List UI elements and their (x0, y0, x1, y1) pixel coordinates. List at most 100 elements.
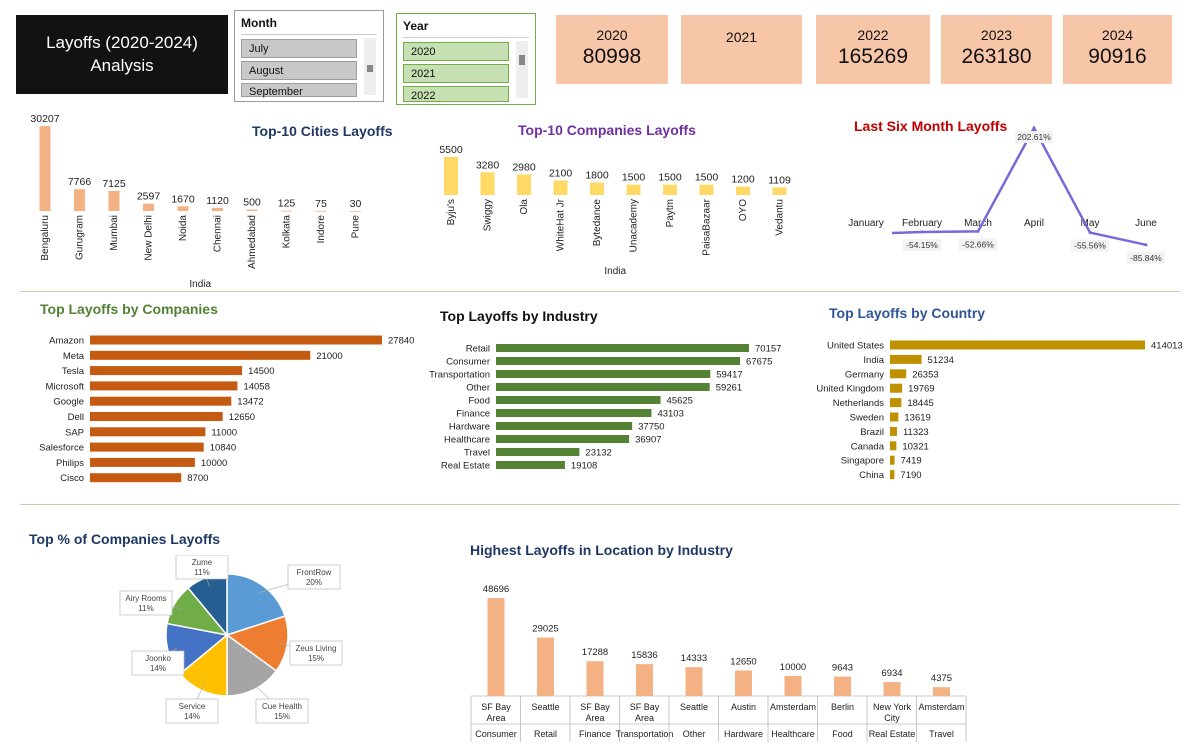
category-label: Food (468, 396, 490, 407)
data-point (920, 230, 924, 234)
bar (496, 396, 661, 404)
kpi-card-value: 80998 (582, 45, 642, 68)
bar (517, 174, 531, 195)
kpi-card-year: 2024 (1101, 27, 1134, 43)
data-label: 3280 (476, 159, 500, 171)
industry-chart-title: Top Layoffs by Industry (440, 308, 598, 324)
data-label: 2597 (137, 191, 161, 203)
data-label: 500 (243, 197, 261, 209)
bar (736, 186, 750, 195)
bar (496, 448, 580, 456)
data-label: 51234 (928, 355, 954, 366)
category-group-label: Travel (929, 729, 954, 739)
data-label: 67675 (746, 357, 772, 368)
data-label: 17288 (582, 647, 608, 658)
bar (212, 207, 223, 211)
pie-slice (226, 633, 278, 697)
bar (315, 210, 327, 212)
kpi-card-2023: 2023 263180 (941, 15, 1052, 84)
category-label: Travel (464, 448, 490, 459)
companies-chart: Amazon 27840 Meta 21000 Tesla 14500 Microsoft 1… (39, 335, 414, 484)
year-slicer-item[interactable]: 2021 (403, 64, 509, 83)
data-label: 7190 (900, 470, 921, 481)
data-label: 4375 (931, 673, 952, 684)
category-label: Cue Health (262, 702, 302, 711)
bar (246, 209, 258, 211)
category-label: Meta (63, 351, 85, 362)
year-slicer-item[interactable]: 2022 (403, 86, 509, 102)
dashboard-title-line2: Analysis (90, 55, 154, 75)
month-slicer[interactable]: Month July August September (234, 10, 384, 102)
section-divider (20, 504, 1180, 505)
kpi-card-2024: 2024 90916 (1063, 15, 1172, 84)
data-label-box (119, 590, 173, 616)
category-label: Amazon (49, 336, 84, 347)
month-slicer-item[interactable]: September (241, 83, 357, 98)
year-slicer[interactable]: Year 2020 2021 2022 (396, 13, 536, 105)
kpi-card-value: 263180 (961, 45, 1032, 68)
data-label: 21000 (316, 351, 342, 362)
category-label: Tesla (62, 366, 85, 377)
category-label: United Kingdom (816, 384, 884, 395)
category-label: Byju's (446, 199, 457, 225)
category-group-label: Consumer (475, 729, 517, 739)
data-label: 45625 (667, 396, 693, 407)
bar (890, 426, 897, 436)
category-group-label: Retail (534, 729, 557, 739)
data-label: 20% (306, 578, 322, 587)
month-slicer-item[interactable]: August (241, 61, 357, 80)
bar (890, 354, 922, 364)
bar (626, 184, 641, 195)
data-label: 125 (278, 198, 296, 210)
pie-slice (226, 573, 286, 637)
bar (90, 350, 311, 360)
month-slicer-scrollbar[interactable] (364, 38, 376, 95)
data-label: 29025 (532, 624, 558, 635)
data-label: 14% (184, 712, 200, 721)
category-label: Bytedance (592, 199, 603, 247)
country-chart-title: Top Layoffs by Country (829, 305, 986, 321)
data-label: 11% (194, 568, 209, 577)
category-label: Canada (851, 441, 885, 452)
bar (90, 366, 243, 376)
category-label: Joonko (145, 654, 171, 663)
category-label: Area (635, 713, 654, 723)
category-label: Chennai (213, 215, 224, 252)
bar (496, 422, 633, 430)
data-label-bg (1071, 239, 1109, 252)
bar (444, 157, 458, 195)
bar (890, 369, 907, 379)
year-slicer-scrollbar[interactable] (516, 41, 528, 98)
data-label: 10000 (201, 458, 227, 469)
data-label: 1800 (585, 170, 609, 182)
bar (890, 340, 1145, 350)
data-label-box (175, 555, 229, 580)
bar (90, 396, 232, 406)
bar (685, 667, 703, 696)
bar (350, 210, 361, 212)
bar (890, 412, 899, 422)
bar (496, 461, 565, 469)
category-label: New York (873, 702, 912, 712)
month-slicer-item[interactable]: July (241, 39, 357, 58)
category-label: Mumbai (109, 215, 120, 251)
category-label: Singapore (841, 456, 884, 467)
bar (883, 682, 901, 696)
category-label: Kolkata (282, 215, 293, 249)
bar (90, 457, 195, 467)
year-slicer-item[interactable]: 2020 (403, 42, 509, 61)
data-label: 36907 (635, 435, 661, 446)
bar (281, 210, 292, 212)
data-label: 15% (274, 712, 290, 721)
data-label: -55.56% (1074, 241, 1106, 251)
category-label: Brazil (860, 427, 884, 438)
data-label: 59261 (716, 383, 742, 394)
data-label: 10840 (210, 443, 236, 454)
kpi-card-value: 165269 (837, 45, 909, 68)
data-label: 27840 (388, 336, 414, 347)
year-slicer-scroll-thumb[interactable] (519, 55, 525, 65)
kpi-card-year: 2023 (980, 27, 1013, 43)
category-label: Zeus Living (296, 644, 337, 653)
category-group-label: Food (832, 729, 853, 739)
month-slicer-scroll-thumb[interactable] (367, 65, 373, 72)
